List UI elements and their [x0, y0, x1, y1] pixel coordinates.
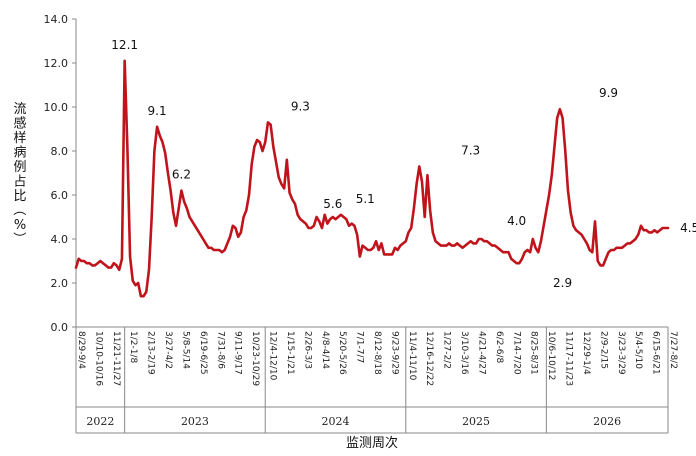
- x-tick-label: 3/27-4/2: [163, 331, 173, 369]
- y-axis-title-char: 感: [13, 115, 26, 131]
- year-label: 2025: [462, 415, 490, 428]
- peak-annotation: 6.2: [172, 168, 191, 182]
- peak-annotation: 4.5: [680, 221, 696, 235]
- peak-annotation: 9.9: [599, 86, 618, 100]
- x-tick-label: 7/1-7/7: [355, 331, 365, 363]
- x-tick-label: 1/15-1/21: [285, 331, 295, 375]
- y-axis-title-char: 例: [13, 160, 26, 175]
- y-axis-title-char: ）: [11, 232, 26, 245]
- y-tick-label: 8.0: [51, 145, 69, 158]
- x-tick-label: 4/8-4/14: [320, 331, 330, 369]
- y-tick-label: 6.0: [51, 189, 69, 202]
- x-axis-title: 监测周次: [346, 435, 398, 451]
- plot-area: [74, 19, 670, 328]
- x-tick-label: 12/4-12/10: [268, 331, 278, 381]
- y-tick-label: 2.0: [51, 277, 69, 290]
- x-tick-label: 10/23-10/29: [250, 331, 260, 386]
- y-tick-label: 4.0: [51, 233, 69, 246]
- x-tick-label: 2/13-2/19: [146, 331, 156, 375]
- y-axis-title-char: （: [11, 203, 26, 216]
- x-tick-label: 6/15-6/21: [651, 331, 661, 375]
- x-tick-label: 7/27-8/2: [668, 331, 678, 369]
- data-annotations: 12.1 9.1 6.2 9.3 5.6 5.1 7.3 4.0 2.9 9.9 4.5: [111, 38, 696, 290]
- peak-annotation: 9.1: [148, 104, 167, 118]
- x-axis-ticks: 8/29-9/4 10/10-10/16 11/21-11/27 1/2-1/8 2/1…: [76, 331, 678, 386]
- x-tick-label: 11/21-11/27: [111, 331, 121, 386]
- y-axis-title-char: %: [14, 218, 26, 233]
- x-tick-label: 2/26-3/3: [302, 331, 312, 369]
- y-tick-label: 0.0: [51, 321, 69, 334]
- x-tick-label: 10/6-10/12: [546, 331, 556, 380]
- x-tick-label: 8/12-8/18: [372, 331, 382, 375]
- peak-annotation: 7.3: [461, 143, 480, 157]
- x-tick-label: 6/2-6/8: [494, 331, 504, 363]
- y-axis-title-char: 比: [13, 189, 26, 204]
- x-tick-label: 11/4-11/10: [407, 331, 417, 381]
- y-tick-label: 10.0: [44, 101, 69, 114]
- x-tick-label: 8/29-9/4: [76, 331, 86, 369]
- x-tick-label: 2/9-2/15: [598, 331, 608, 369]
- x-tick-label: 6/19-6/25: [198, 331, 208, 375]
- y-axis-title-char: 病: [13, 145, 26, 160]
- x-tick-label: 11/17-11/23: [564, 331, 574, 386]
- peak-annotation: 12.1: [111, 38, 138, 52]
- series-line: [74, 59, 670, 298]
- year-label: 2026: [593, 415, 621, 428]
- y-axis-title-char: 样: [13, 131, 26, 146]
- x-tick-label: 12/29-1/4: [581, 331, 591, 375]
- year-label: 2023: [181, 415, 209, 428]
- x-tick-label: 10/10-10/16: [93, 331, 103, 386]
- year-label: 2022: [86, 415, 114, 428]
- x-tick-label: 9/11-9/17: [233, 331, 243, 375]
- peak-annotation: 5.6: [323, 197, 342, 211]
- peak-annotation: 9.3: [291, 99, 310, 113]
- x-tick-label: 5/8-5/14: [180, 331, 190, 369]
- y-axis-title-char: 流: [13, 102, 26, 117]
- x-tick-label: 5/20-5/26: [337, 331, 347, 375]
- x-tick-label: 1/2-1/8: [128, 331, 138, 363]
- x-tick-label: 9/23-9/29: [389, 331, 399, 375]
- x-tick-label: 4/21-4/27: [476, 331, 486, 375]
- x-tick-label: 3/23-3/29: [616, 331, 626, 375]
- x-tick-label: 7/31-8/6: [215, 331, 225, 369]
- y-tick-label: 12.0: [44, 57, 69, 70]
- peak-annotation: 2.9: [553, 276, 572, 290]
- y-axis-ticks: 0.0 2.0 4.0 6.0 8.0 10.0 12.0 14.0: [44, 13, 76, 334]
- y-axis-title-char: 占: [13, 174, 26, 189]
- peak-annotation: 4.0: [507, 214, 526, 228]
- x-tick-label: 8/25-8/31: [529, 331, 539, 375]
- y-tick-label: 14.0: [44, 13, 69, 26]
- year-label: 2024: [322, 415, 350, 428]
- peak-annotation: 5.1: [356, 192, 375, 206]
- x-tick-label: 7/14-7/20: [511, 331, 521, 375]
- year-row: 2022 2023 2024 2025 2026: [75, 327, 669, 434]
- x-tick-label: 5/4-5/10: [633, 331, 643, 369]
- x-tick-label: 3/10-3/16: [459, 331, 469, 375]
- x-tick-label: 1/27-2/2: [442, 331, 452, 369]
- x-tick-label: 12/16-12/22: [424, 331, 434, 386]
